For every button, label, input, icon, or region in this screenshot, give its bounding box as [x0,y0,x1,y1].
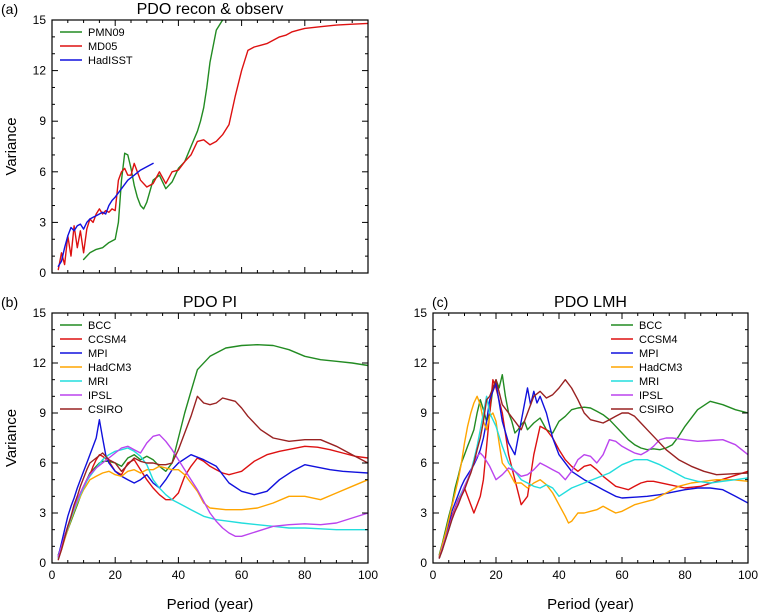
panel-label: (b) [1,294,18,310]
series-line-hadcm3 [57,465,368,559]
series-line-md05 [57,22,368,271]
legend-label-mpi: MPI [639,348,659,360]
x-tick-label: 20 [109,568,123,582]
legend: PMN09 MD05 HadISST [60,27,133,67]
y-tick-label: 0 [39,556,46,570]
legend-label-csiro: CSIRO [639,404,674,416]
legend-label-bcc: BCC [88,320,111,332]
legend: BCC CCSM4 MPI HadCM3 MRI IPSL CSIRO [60,320,131,416]
panel-label: (a) [1,1,18,17]
y-tick-label: 6 [39,456,46,470]
y-tick-label: 9 [420,406,427,420]
series-group [438,374,748,559]
y-tick-label: 9 [39,114,46,128]
series-line-csiro [438,379,748,559]
legend-label-md05: MD05 [88,41,117,53]
legend-label-ccsm4: CCSM4 [88,334,127,346]
y-axis-label: Variance [3,117,20,175]
series-line-hadcm3 [438,395,748,557]
series-line-ipsl [57,434,368,557]
x-tick-label: 100 [738,568,758,582]
panel-label: (c) [432,294,448,310]
series-line-csiro [57,395,368,561]
y-tick-label: 0 [420,556,427,570]
chart-title: PDO PI [183,294,237,311]
series-line-ipsl [438,437,748,559]
x-tick-label: 20 [489,568,503,582]
y-tick-label: 6 [420,456,427,470]
chart-panel-2: 0 20 40 60 80 100 0 3 6 9 12 15 (b) PDO PI Variance Per… [1,294,378,613]
legend-label-ccsm4: CCSM4 [639,334,678,346]
y-tick-label: 12 [414,356,428,370]
legend-label-mpi: MPI [88,348,108,360]
y-tick-label: 12 [33,356,47,370]
y-tick-label: 0 [39,266,46,280]
series-line-pmn09 [82,20,224,261]
legend-label-ipsl: IPSL [639,390,663,402]
y-tick-label: 12 [33,64,47,78]
x-tick-label: 60 [235,568,249,582]
x-tick-label: 0 [49,568,56,582]
series-line-ccsm4 [57,445,368,559]
y-tick-label: 15 [33,306,47,320]
series-group [57,20,368,271]
chart-title: PDO LMH [554,294,627,311]
legend-label-csiro: CSIRO [88,404,123,416]
series-line-bcc [438,374,748,556]
x-tick-label: 80 [678,568,692,582]
x-tick-label: 40 [172,568,186,582]
x-tick-label: 40 [552,568,566,582]
y-tick-label: 3 [420,506,427,520]
y-tick-label: 15 [414,306,428,320]
series-line-mpi [438,382,748,557]
legend-label-hadcm3: HadCM3 [88,362,131,374]
chart-title: PDO recon & observ [137,1,284,18]
y-tick-label: 6 [39,165,46,179]
x-axis-label: Period (year) [547,596,634,613]
series-line-mpi [57,419,368,557]
legend-label-mri: MRI [639,376,659,388]
x-tick-label: 0 [430,568,437,582]
y-axis-label: Variance [3,409,20,467]
legend: BCC CCSM4 MPI HadCM3 MRI IPSL CSIRO [611,320,682,416]
x-tick-label: 60 [615,568,629,582]
y-tick-label: 9 [39,406,46,420]
y-tick-label: 3 [39,215,46,229]
legend-label-hadisst: HadISST [88,55,133,67]
legend-label-pmn09: PMN09 [88,27,125,39]
legend-label-hadcm3: HadCM3 [639,362,682,374]
y-tick-label: 15 [33,13,47,27]
legend-label-bcc: BCC [639,320,662,332]
y-tick-label: 3 [39,506,46,520]
chart-panel-3: 0 20 40 60 80 100 0 3 6 9 12 15 (c) PDO LMH Period (ye… [414,294,758,613]
x-axis-label: Period (year) [167,596,254,613]
legend-label-mri: MRI [88,376,108,388]
x-tick-label: 100 [358,568,378,582]
chart-panel-1: 0 3 6 9 12 15 (a) PDO recon & observ Variance PMN… [1,1,369,280]
legend-label-ipsl: IPSL [88,390,112,402]
series-line-hadisst [57,162,154,267]
series-group [57,344,368,561]
x-tick-label: 80 [298,568,312,582]
